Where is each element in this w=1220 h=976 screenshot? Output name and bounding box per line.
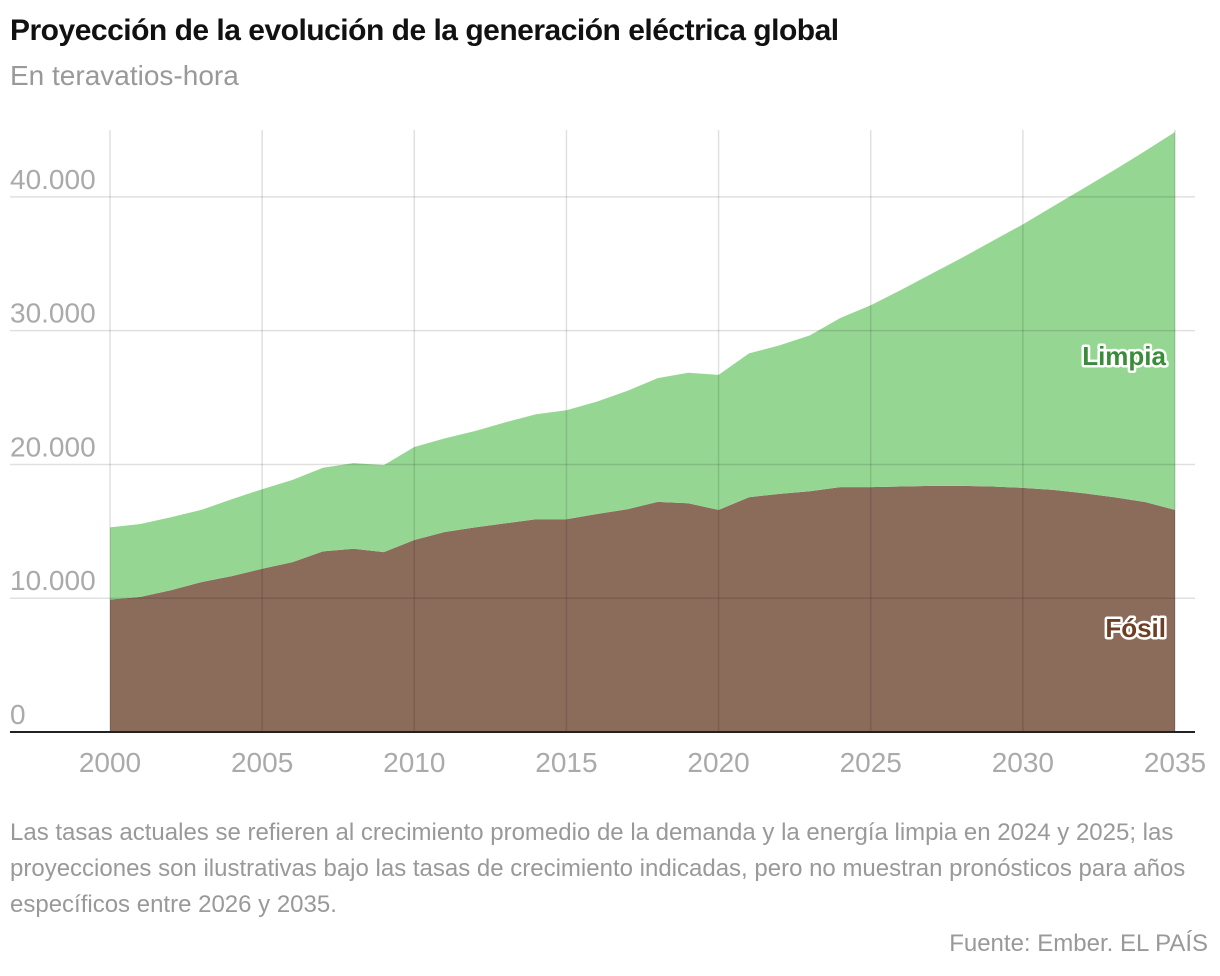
x-tick-label: 2010 — [383, 747, 445, 778]
x-tick-label: 2035 — [1144, 747, 1206, 778]
x-tick-label: 2015 — [535, 747, 597, 778]
x-tick-label: 2030 — [992, 747, 1054, 778]
y-tick-label: 20.000 — [10, 431, 96, 462]
note: Las tasas actuales se refieren al crecim… — [10, 819, 1186, 918]
area — [110, 132, 1175, 600]
x-tick-label: 2025 — [840, 747, 902, 778]
source: Fuente: Ember. EL PAÍS — [949, 930, 1208, 957]
series-label: Fósil — [1105, 613, 1166, 643]
series-label: Limpia — [1082, 341, 1166, 371]
y-tick-label: 0 — [10, 699, 26, 730]
chart-title: Proyección de la evolución de la generac… — [10, 14, 839, 47]
x-tick-label: 2020 — [687, 747, 749, 778]
y-tick-label: 30.000 — [10, 298, 96, 329]
chart-subtitle: En teravatios-hora — [10, 60, 239, 91]
y-tick-label: 40.000 — [10, 164, 96, 195]
area — [110, 485, 1175, 732]
x-tick-label: 2005 — [231, 747, 293, 778]
chart: 0 10.000 20.000 30.000 40.000 2000 2005 2010 201… — [10, 130, 1206, 778]
x-tick-label: 2000 — [79, 747, 141, 778]
y-tick-label: 10.000 — [10, 565, 96, 596]
